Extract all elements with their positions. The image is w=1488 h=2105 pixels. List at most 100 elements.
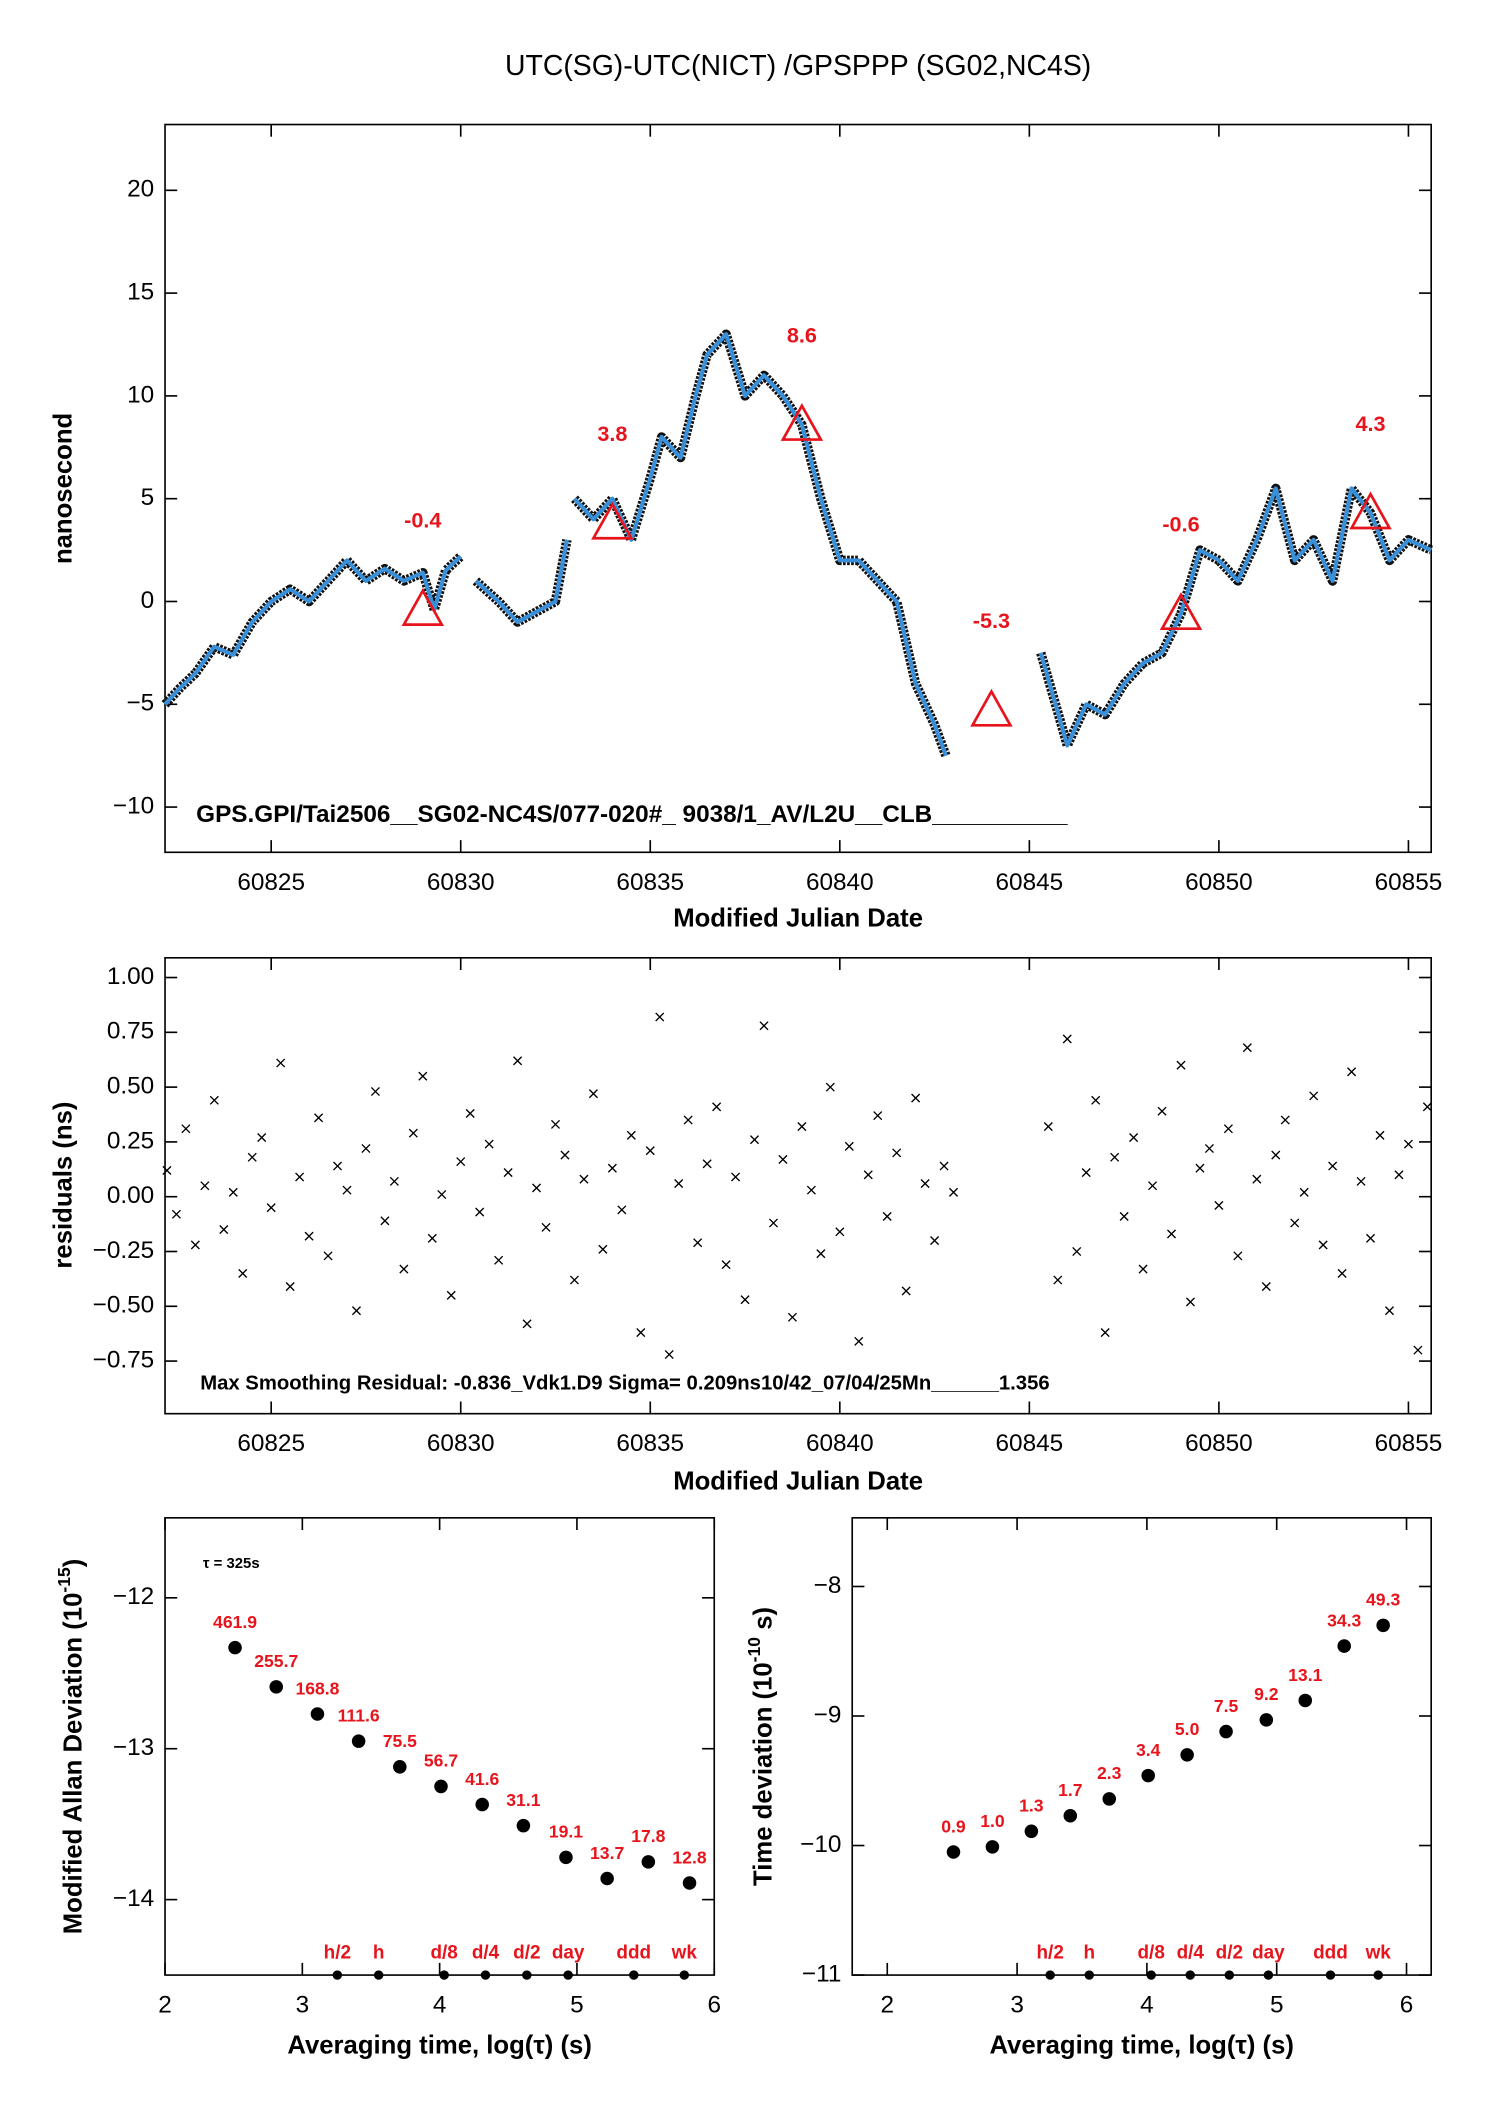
point: [522, 1319, 532, 1329]
y-tick-label: −8: [814, 1572, 842, 1599]
point: [238, 1268, 248, 1278]
reference-dot: [332, 1970, 343, 1980]
x-tick-label: 2: [158, 1992, 172, 2019]
point: [1102, 1792, 1117, 1806]
point: [749, 1135, 760, 1145]
x-tick-label: 60835: [616, 1430, 684, 1457]
point: [1376, 1618, 1390, 1633]
point: [393, 1760, 407, 1774]
point: [541, 1222, 551, 1232]
x-tick-label: 60850: [1185, 869, 1253, 896]
point: [901, 1286, 911, 1296]
x-tick-label: 3: [296, 1992, 310, 2019]
point: [266, 1203, 276, 1213]
point: [600, 1871, 614, 1886]
point: [636, 1328, 646, 1338]
point: [1063, 1808, 1078, 1823]
point: [626, 1130, 636, 1140]
point: [1233, 1251, 1243, 1261]
y-axis-label: nanosecond: [50, 413, 78, 564]
point: [731, 1172, 741, 1182]
x-axis-label: Averaging time, log(τ) (s): [287, 2032, 592, 2060]
point-label: 75.5: [383, 1731, 417, 1751]
point-label: 168.8: [295, 1678, 339, 1698]
marker-triangle: [1349, 491, 1392, 530]
y-tick-label: 0.00: [107, 1182, 154, 1209]
point: [276, 1058, 286, 1068]
point: [314, 1113, 324, 1123]
reference-label: h/2: [1037, 1942, 1064, 1963]
reference-label: h/2: [324, 1942, 351, 1963]
point: [1100, 1328, 1110, 1338]
point: [1081, 1168, 1091, 1178]
x-tick-label: 60850: [1185, 1430, 1253, 1457]
point: [475, 1207, 485, 1217]
reference-dot: [522, 1970, 532, 1980]
point: [503, 1168, 513, 1178]
point: [1375, 1130, 1385, 1140]
point: [1219, 1724, 1233, 1739]
point: [162, 1165, 172, 1175]
y-axis-label: Modified Allan Deviation (10-15): [54, 1559, 88, 1935]
point: [825, 1082, 835, 1092]
point: [1204, 1143, 1214, 1154]
point-label: 2.3: [1097, 1763, 1122, 1783]
point-label: 56.7: [424, 1751, 458, 1771]
y-tick-label: −0.25: [93, 1237, 155, 1264]
chart-title: UTC(SG)-UTC(NICT) /GPSPPP (SG02,NC4S): [505, 50, 1091, 82]
marker-triangle: [401, 588, 445, 626]
point: [778, 1154, 788, 1164]
annotation: Max Smoothing Residual: -0.836_Vdk1.D9 S…: [200, 1372, 1049, 1394]
point: [181, 1124, 191, 1134]
point: [1180, 1748, 1194, 1762]
reference-dot: [1185, 1970, 1195, 1980]
point: [664, 1349, 674, 1360]
point: [1242, 1043, 1252, 1053]
point: [209, 1095, 219, 1105]
point: [1072, 1246, 1082, 1257]
point-label: 1.7: [1058, 1780, 1082, 1800]
x-tick-label: 3: [1010, 1992, 1024, 2019]
point: [380, 1216, 390, 1226]
x-axis-label: Modified Julian Date: [673, 1467, 923, 1495]
point: [1394, 1170, 1404, 1180]
x-tick-label: 60825: [237, 869, 305, 896]
y-tick-label: −0.75: [93, 1346, 155, 1373]
point-label: 7.5: [1214, 1696, 1239, 1716]
x-tick-label: 5: [1270, 1992, 1284, 2019]
reference-dot: [1325, 1970, 1336, 1980]
reference-dot: [563, 1970, 573, 1980]
point: [408, 1128, 418, 1138]
point: [1129, 1132, 1139, 1143]
point-label: 13.7: [590, 1843, 624, 1863]
point: [579, 1174, 589, 1184]
point: [1280, 1115, 1290, 1125]
point: [342, 1185, 352, 1195]
point: [516, 1818, 531, 1833]
reference-dot: [629, 1970, 639, 1980]
point-label: 49.3: [1366, 1590, 1400, 1610]
marker-triangle: [970, 688, 1013, 727]
y-tick-label: −5: [126, 690, 154, 717]
point: [641, 1855, 656, 1869]
point-label: 17.8: [631, 1826, 665, 1846]
point: [1024, 1824, 1039, 1839]
reference-label: d/4: [472, 1942, 500, 1963]
reference-label: wk: [671, 1942, 698, 1963]
point: [361, 1143, 371, 1154]
point-label: 1.0: [980, 1811, 1005, 1831]
plot-frame: [164, 956, 1432, 1415]
point: [693, 1238, 703, 1248]
marker-label: -0.4: [404, 507, 441, 532]
point: [702, 1159, 712, 1169]
reference-dot: [1263, 1970, 1274, 1980]
point: [1119, 1211, 1129, 1221]
point: [1328, 1161, 1338, 1171]
point: [797, 1122, 807, 1132]
y-tick-label: −11: [802, 1960, 841, 1987]
reference-dot: [1146, 1970, 1156, 1980]
point: [712, 1102, 722, 1112]
point-label: 9.2: [1254, 1684, 1279, 1704]
y-tick-label: 10: [127, 381, 154, 408]
y-tick-label: −0.50: [93, 1292, 155, 1319]
